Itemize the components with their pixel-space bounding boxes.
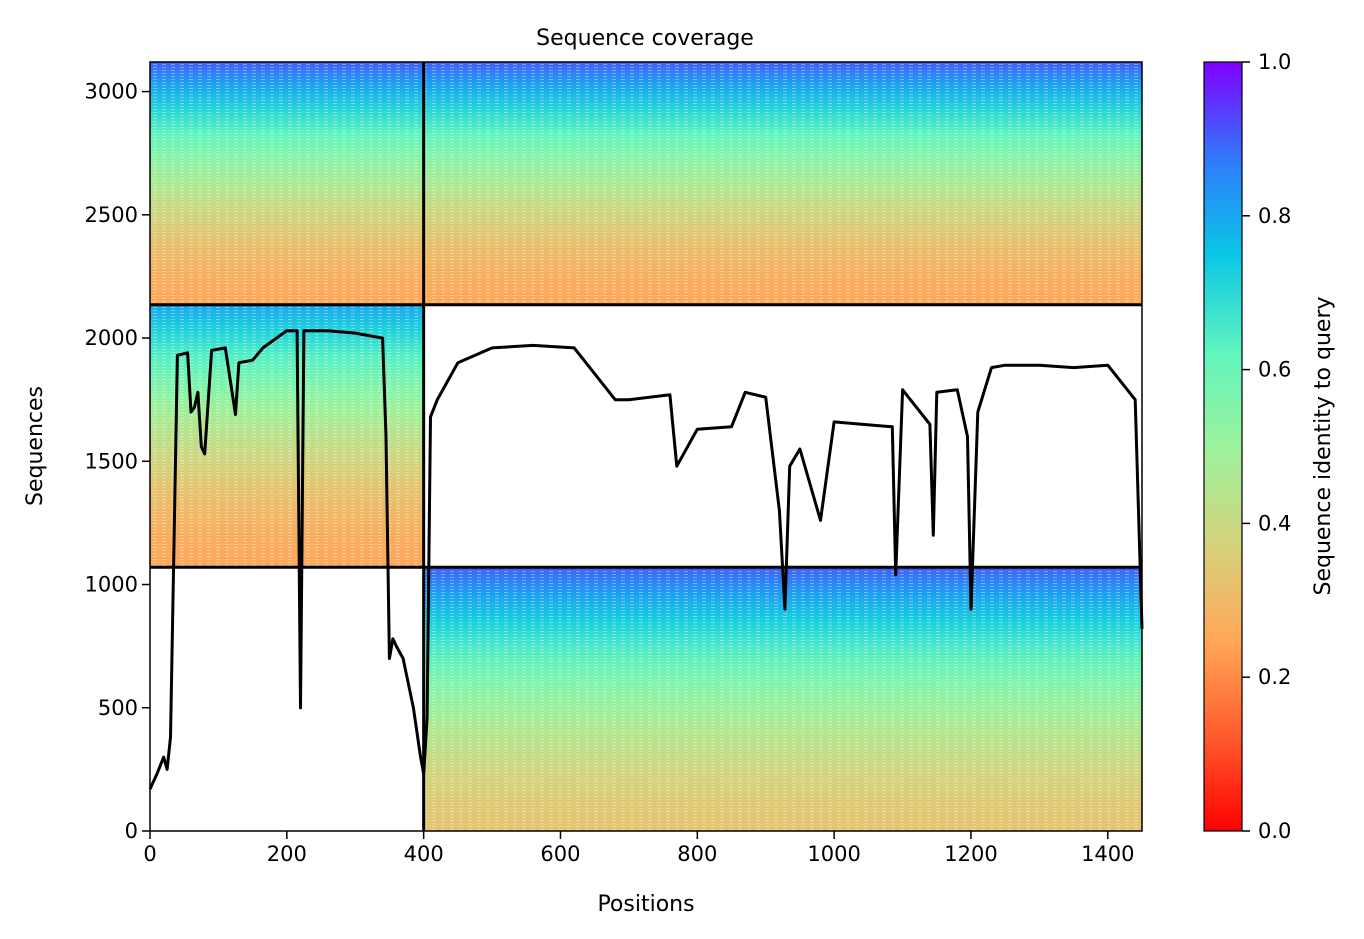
x-tick-label: 400 — [404, 842, 444, 866]
colorbar-tick-label: 0.8 — [1258, 204, 1291, 228]
x-tick-label: 1000 — [807, 842, 860, 866]
colorbar-tick-label: 0.2 — [1258, 665, 1291, 689]
x-tick-label: 200 — [267, 842, 307, 866]
colorbar-tick-label: 1.0 — [1258, 50, 1291, 74]
y-tick-label: 2000 — [85, 326, 138, 350]
heatmap-gap-texture — [150, 304, 424, 568]
heatmap-gap-texture — [423, 567, 1143, 831]
colorbar — [1203, 61, 1243, 832]
colorbar-label: Sequence identity to query — [1311, 296, 1336, 595]
y-axis: 0 500 1000 1500 2000 2500 3000 — [85, 80, 150, 843]
y-tick-label: 2500 — [85, 203, 138, 227]
y-tick-label: 3000 — [85, 80, 138, 104]
x-tick-label: 0 — [143, 842, 156, 866]
y-tick-label: 500 — [98, 696, 138, 720]
y-tick-label: 0 — [125, 819, 138, 843]
coverage-line — [148, 329, 1144, 790]
heatmap-gap-texture — [423, 62, 1143, 305]
y-axis-label: Sequences — [23, 386, 48, 506]
coverage-line-group — [148, 329, 1144, 790]
y-tick-label: 1000 — [85, 573, 138, 597]
chain-boundaries — [150, 62, 1142, 831]
chart-title: Sequence coverage — [536, 26, 754, 51]
colorbar-tick-label: 0.4 — [1258, 511, 1291, 535]
x-axis: 0 200 400 600 800 1000 1200 1400 — [143, 831, 1135, 866]
heatmap-gap-texture — [150, 62, 424, 305]
colorbar-tick-label: 0.0 — [1258, 819, 1291, 843]
y-tick-label: 1500 — [85, 449, 138, 473]
x-axis-label: Positions — [597, 892, 694, 917]
colorbar-ticks: 0.0 0.2 0.4 0.6 0.8 1.0 — [1242, 50, 1291, 843]
heatmap-blocks — [150, 62, 1143, 831]
x-tick-label: 1400 — [1081, 842, 1134, 866]
colorbar-tick-label: 0.6 — [1258, 358, 1291, 382]
plot-frame — [149, 61, 1143, 832]
x-tick-label: 600 — [540, 842, 580, 866]
x-tick-label: 1200 — [944, 842, 997, 866]
x-tick-label: 800 — [677, 842, 717, 866]
